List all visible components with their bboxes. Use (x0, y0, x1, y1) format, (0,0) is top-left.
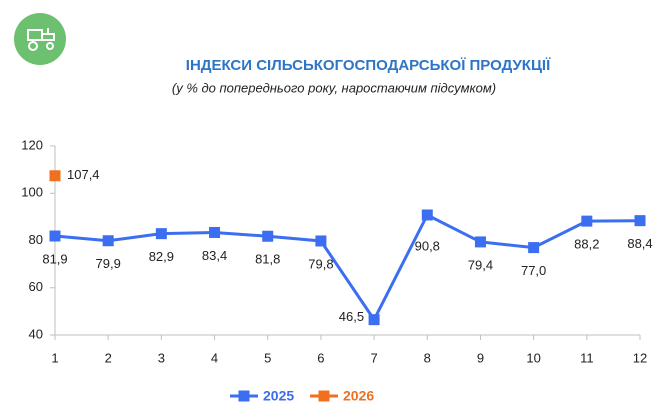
data-label: 81,8 (255, 252, 280, 267)
y-tick-label: 80 (29, 232, 43, 247)
legend-label: 2026 (343, 388, 374, 404)
point-marker (209, 226, 221, 238)
x-tick-label: 5 (264, 350, 271, 365)
x-tick-label: 3 (158, 350, 165, 365)
data-label: 79,8 (308, 256, 333, 271)
point-marker (634, 215, 646, 227)
point-marker (474, 236, 486, 248)
point-marker (581, 215, 593, 227)
x-tick-label: 11 (580, 350, 594, 365)
point-marker (49, 170, 61, 182)
y-tick-label: 60 (29, 279, 43, 294)
legend-marker (318, 390, 330, 402)
x-tick-label: 7 (370, 350, 377, 365)
data-label: 83,4 (202, 248, 227, 263)
x-tick-label: 2 (105, 350, 112, 365)
x-tick-label: 12 (633, 350, 647, 365)
legend-label: 2025 (263, 388, 294, 404)
x-tick-label: 6 (317, 350, 324, 365)
y-tick-label: 120 (21, 137, 43, 152)
data-label: 46,5 (339, 309, 364, 324)
x-tick-label: 10 (526, 350, 540, 365)
legend-marker (238, 390, 250, 402)
data-label: 79,4 (468, 257, 493, 272)
point-marker (421, 209, 433, 221)
point-marker (155, 228, 167, 240)
chart-subtitle: (у % до попереднього року, наростаючим п… (172, 80, 496, 95)
point-marker (102, 235, 114, 247)
data-label: 88,2 (574, 237, 599, 252)
point-marker (49, 230, 61, 242)
chart-title: ІНДЕКСИ СІЛЬСЬКОГОСПОДАРСЬКОЇ ПРОДУКЦІЇ (186, 57, 551, 74)
point-marker (528, 242, 540, 254)
point-marker (315, 235, 327, 247)
data-label: 88,4 (627, 236, 652, 251)
y-tick-label: 40 (29, 326, 43, 341)
x-tick-label: 4 (211, 350, 218, 365)
data-label: 82,9 (149, 249, 174, 264)
x-tick-label: 8 (424, 350, 431, 365)
series-line (54, 212, 641, 323)
x-tick-label: 1 (51, 350, 58, 365)
y-tick-label: 100 (21, 185, 43, 200)
tractor-icon (14, 13, 66, 65)
data-label: 107,4 (67, 167, 100, 182)
x-tick-label: 9 (477, 350, 484, 365)
data-label: 90,8 (415, 238, 440, 253)
data-label: 79,9 (96, 256, 121, 271)
data-label: 77,0 (521, 263, 546, 278)
data-label: 81,9 (42, 251, 67, 266)
point-marker (262, 230, 274, 242)
point-marker (368, 314, 380, 326)
